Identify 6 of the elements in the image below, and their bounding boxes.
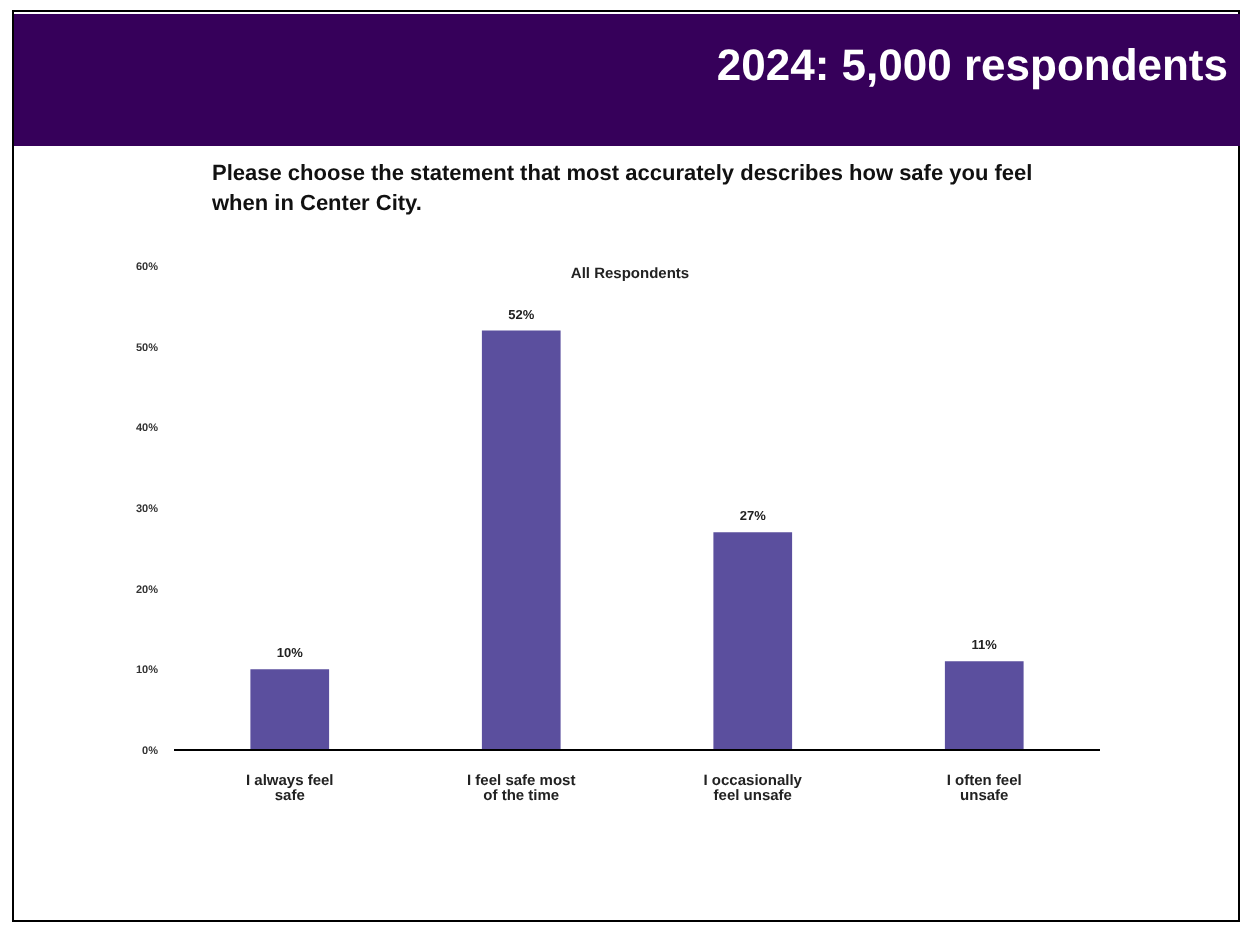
- chart-title: 2024: 5,000 respondents: [716, 40, 1228, 92]
- bar: [713, 532, 793, 750]
- chart-subtitle: Please choose the statement that most accurately describes how safe you feel when in Center City.: [212, 160, 1035, 220]
- bar: [944, 661, 1024, 750]
- bar: [481, 330, 561, 750]
- bar: [250, 669, 330, 750]
